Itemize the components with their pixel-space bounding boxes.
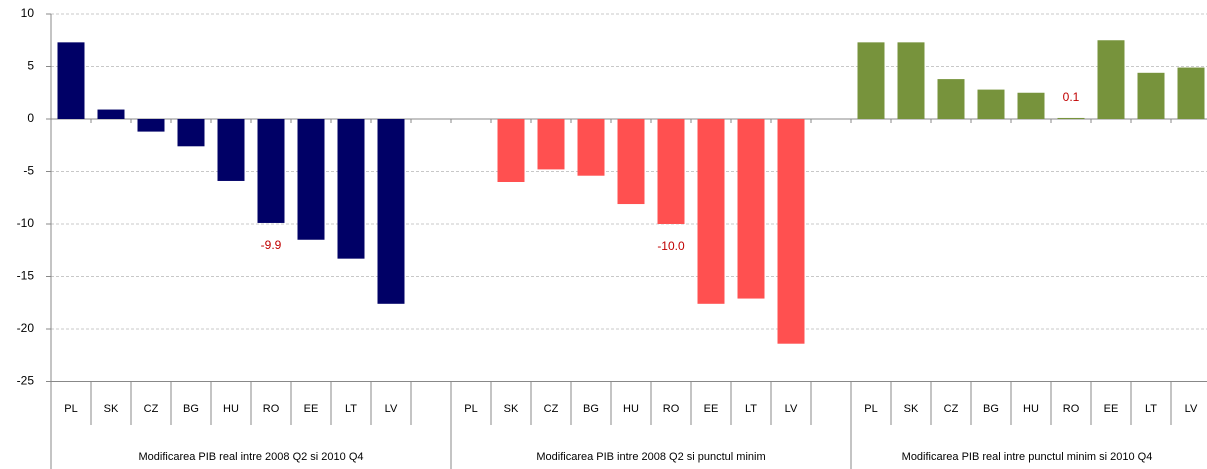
- bar: [1177, 67, 1205, 119]
- bar: [1057, 117, 1085, 119]
- bar: [537, 119, 565, 170]
- x-tick-label: SK: [104, 403, 119, 415]
- y-tick-label: -10: [17, 216, 35, 230]
- data-label: -9.9: [261, 238, 282, 252]
- group-label: Modificarea PIB intre 2008 Q2 si punctul…: [536, 451, 765, 463]
- x-tick-label: PL: [464, 403, 477, 415]
- x-tick-label: BG: [183, 403, 199, 415]
- x-tick-label: BG: [983, 403, 999, 415]
- bar: [977, 89, 1005, 119]
- x-tick-label: EE: [304, 403, 319, 415]
- group-label: Modificarea PIB real intre punctul minim…: [902, 451, 1153, 463]
- x-tick-label: HU: [623, 403, 639, 415]
- x-tick-label: HU: [1023, 403, 1039, 415]
- data-label: -10.0: [657, 239, 685, 253]
- bar: [337, 119, 365, 259]
- x-tick-label: LV: [785, 403, 798, 415]
- bar: [657, 119, 685, 224]
- bar: [937, 79, 965, 119]
- bar: [737, 119, 765, 299]
- bar: [617, 119, 645, 205]
- bar: [177, 119, 205, 147]
- bar: [1137, 72, 1165, 119]
- bar: [297, 119, 325, 240]
- x-tick-label: CZ: [144, 403, 159, 415]
- y-tick-label: 0: [27, 111, 34, 125]
- x-tick-label: EE: [1104, 403, 1119, 415]
- bar: [697, 119, 725, 304]
- bar: [57, 42, 85, 119]
- x-tick-label: LV: [1185, 403, 1198, 415]
- x-tick-label: LT: [345, 403, 357, 415]
- y-tick-label: -15: [17, 269, 35, 283]
- x-tick-label: RO: [263, 403, 280, 415]
- bar: [497, 119, 525, 182]
- bar: [897, 42, 925, 119]
- bar: [577, 119, 605, 176]
- bar: [857, 42, 885, 119]
- y-tick-label: 5: [27, 59, 34, 73]
- y-tick-label: -5: [23, 164, 34, 178]
- bar: [377, 119, 405, 304]
- bar: [97, 109, 125, 119]
- bar: [217, 119, 245, 181]
- y-tick-label: -25: [17, 374, 35, 388]
- x-tick-label: PL: [64, 403, 77, 415]
- x-tick-label: BG: [583, 403, 599, 415]
- bar: [137, 119, 165, 132]
- x-tick-label: LT: [745, 403, 757, 415]
- x-tick-label: SK: [504, 403, 519, 415]
- y-tick-label: -20: [17, 321, 35, 335]
- x-tick-label: EE: [704, 403, 719, 415]
- x-tick-label: SK: [904, 403, 919, 415]
- x-tick-label: CZ: [944, 403, 959, 415]
- x-tick-label: RO: [663, 403, 680, 415]
- group-label: Modificarea PIB real intre 2008 Q2 si 20…: [138, 451, 363, 463]
- x-tick-label: LT: [1145, 403, 1157, 415]
- x-tick-label: LV: [385, 403, 398, 415]
- bar: [257, 119, 285, 223]
- y-tick-label: 10: [21, 6, 35, 20]
- bar: [1017, 92, 1045, 119]
- x-tick-label: RO: [1063, 403, 1080, 415]
- bar: [1097, 40, 1125, 119]
- bar: [777, 119, 805, 344]
- x-tick-label: PL: [864, 403, 877, 415]
- data-label: 0.1: [1063, 90, 1080, 104]
- x-tick-label: HU: [223, 403, 239, 415]
- x-tick-label: CZ: [544, 403, 559, 415]
